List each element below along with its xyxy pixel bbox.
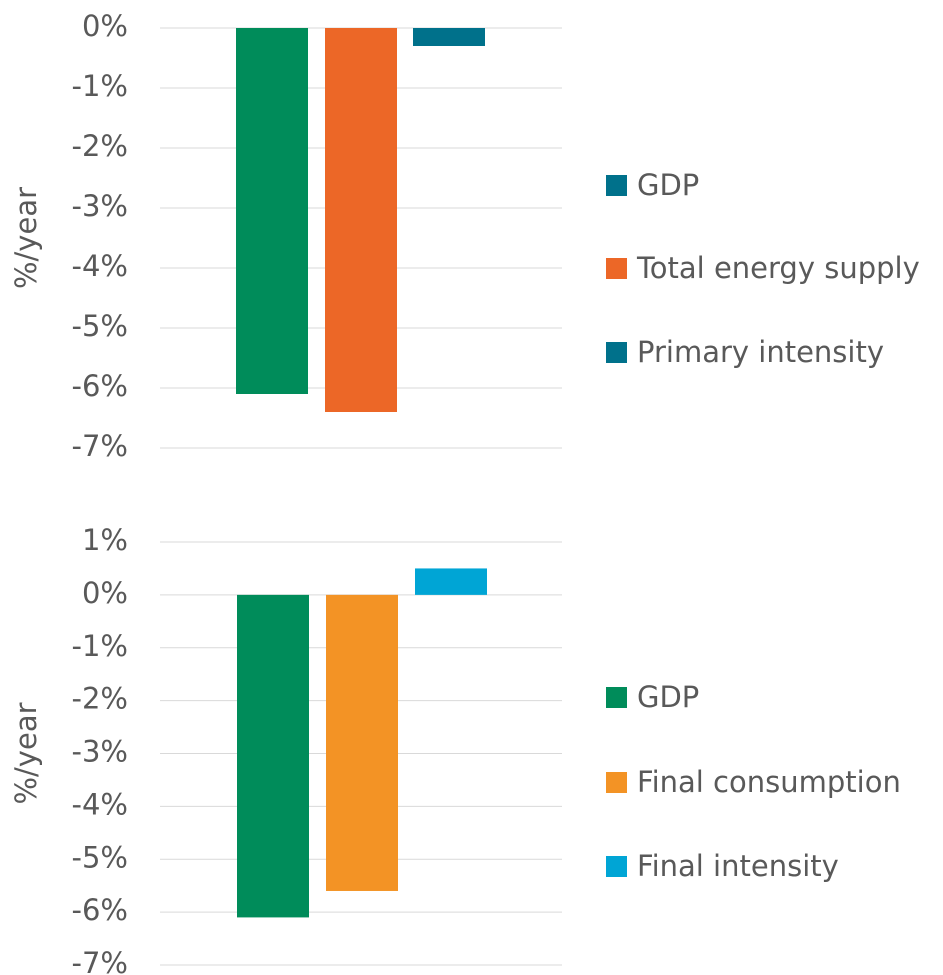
legend-label: Final consumption — [637, 765, 901, 799]
legend-swatch — [606, 175, 627, 196]
y-tick-label: -3% — [72, 735, 128, 769]
y-axis-label: %/year — [9, 187, 43, 289]
legend-swatch — [606, 687, 627, 708]
legend-label: Primary intensity — [637, 335, 885, 369]
y-tick-label: -5% — [72, 309, 128, 343]
y-tick-label: -6% — [72, 893, 128, 927]
y-tick-label: -2% — [72, 129, 128, 163]
y-tick-label: 1% — [82, 523, 128, 557]
legend-label: GDP — [637, 680, 700, 714]
bar — [236, 28, 308, 394]
y-tick-label: -5% — [72, 840, 128, 874]
legend-label: Total energy supply — [637, 251, 920, 285]
y-tick-label: -1% — [72, 69, 128, 103]
legend-item: GDP — [606, 164, 699, 206]
y-tick-label: -1% — [72, 629, 128, 663]
legend-swatch — [606, 856, 627, 877]
y-tick-label: -6% — [72, 369, 128, 403]
y-tick-label: -7% — [72, 946, 128, 975]
y-tick-label: -4% — [72, 787, 128, 821]
bar — [325, 28, 397, 412]
bar — [415, 568, 487, 595]
bar — [413, 28, 485, 46]
y-tick-label: 0% — [82, 576, 128, 610]
y-tick-label: 0% — [82, 9, 128, 43]
legend-label: GDP — [637, 168, 700, 202]
legend-swatch — [606, 258, 627, 279]
bar — [326, 594, 398, 891]
legend-item: Total energy supply — [606, 247, 920, 289]
y-tick-label: -3% — [72, 189, 128, 223]
legend-item: GDP — [606, 676, 699, 718]
legend-swatch — [606, 342, 627, 363]
y-axis-label: %/year — [9, 702, 43, 804]
bar — [237, 594, 309, 918]
legend-item: Final consumption — [606, 761, 901, 803]
y-tick-label: -2% — [72, 682, 128, 716]
y-tick-label: -7% — [72, 429, 128, 463]
legend-item: Final intensity — [606, 845, 839, 887]
legend-item: Primary intensity — [606, 331, 884, 373]
legend-label: Final intensity — [637, 849, 839, 883]
y-tick-label: -4% — [72, 249, 128, 283]
legend-swatch — [606, 772, 627, 793]
